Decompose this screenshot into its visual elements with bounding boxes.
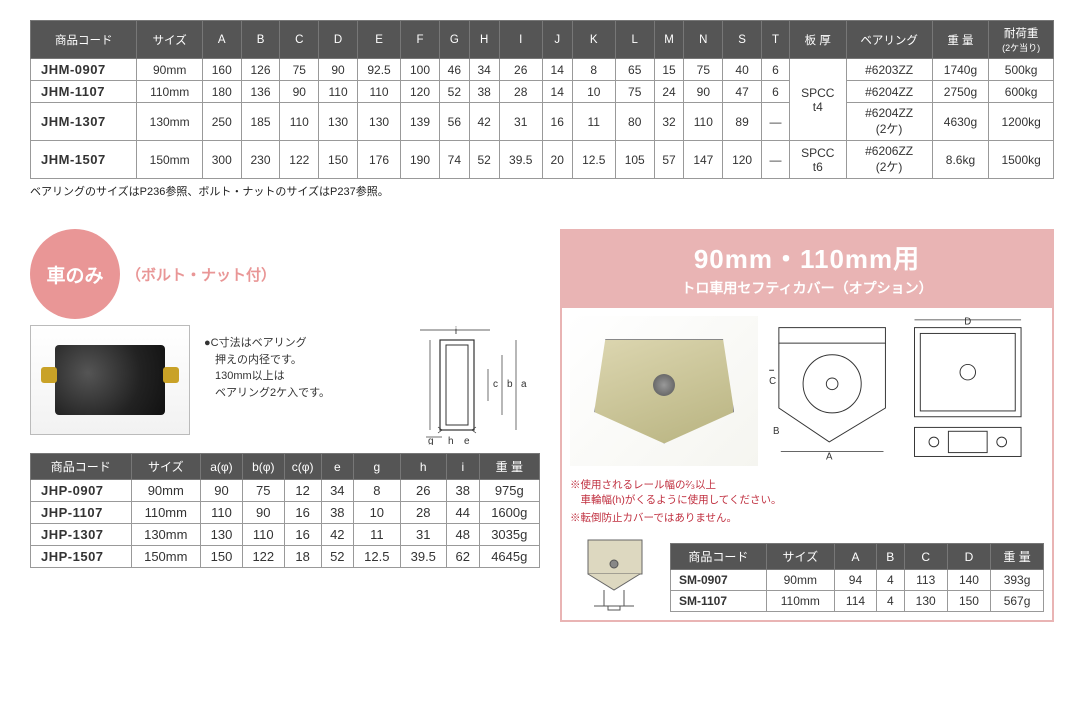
table-row: JHP-1307130mm13011016421131483035g — [31, 524, 540, 546]
th-size: サイズ — [137, 21, 202, 59]
table-row: JHP-1507150mm150122185212.539.5624645g — [31, 546, 540, 568]
table-row: JHP-1107110mm1109016381028441600g — [31, 502, 540, 524]
th: C — [280, 21, 319, 59]
th: B — [241, 21, 280, 59]
th: I — [499, 21, 542, 59]
th: E — [357, 21, 400, 59]
svg-text:B: B — [773, 426, 779, 437]
th: A — [202, 21, 241, 59]
svg-text:C: C — [770, 376, 777, 387]
table-row: JHM-1507150mm300230122150176190745239.52… — [31, 141, 1054, 179]
spec-table-jhp: 商品コードサイズa(φ)b(φ)c(φ)eghi重 量 JHP-090790mm… — [30, 453, 540, 568]
th: L — [615, 21, 654, 59]
table-row: JHP-090790mm9075123482638975g — [31, 480, 540, 502]
th: J — [542, 21, 572, 59]
safety-cover-panel: 90mm・110mm用 トロ車用セフティカバー（オプション） C B A — [560, 229, 1054, 622]
th-code: 商品コード — [31, 21, 137, 59]
th: F — [401, 21, 440, 59]
th-load: 耐荷重 (2ケ当り) — [989, 21, 1054, 59]
svg-text:D: D — [965, 317, 972, 328]
th: D — [319, 21, 358, 59]
th-load-sub: (2ケ当り) — [1002, 43, 1040, 53]
svg-text:i: i — [455, 326, 457, 337]
th: H — [469, 21, 499, 59]
th-load-main: 耐荷重 — [1004, 28, 1039, 40]
safety-cover-photo — [570, 316, 758, 466]
wheel-dimension-diagram: i c b a g h e — [400, 325, 540, 445]
svg-text:b: b — [507, 379, 513, 390]
th: 重 量 — [932, 21, 989, 59]
panel-wheel-only: 車のみ （ボルト・ナット付） ●C寸法はベアリング 押えの内径です。 130mm… — [30, 229, 540, 622]
table-row: JHM-090790mm160126759092.510046342614865… — [31, 59, 1054, 81]
th: N — [684, 21, 723, 59]
svg-text:h: h — [448, 436, 454, 445]
th: S — [723, 21, 762, 59]
caution-note-1: ※使用されるレール幅の²⁄₃以上 車輪幅(h)がくるように使用してください。 — [570, 478, 1044, 507]
th: T — [761, 21, 789, 59]
th: G — [439, 21, 469, 59]
table1-footnote: ベアリングのサイズはP236参照、ボルト・ナットのサイズはP237参照。 — [30, 183, 1054, 199]
th: 板 厚 — [790, 21, 847, 59]
dimension-note: ●C寸法はベアリング 押えの内径です。 130mm以上は ベアリング2ケ入です。 — [204, 335, 386, 401]
wheel-only-badge: 車のみ — [30, 229, 120, 319]
wheel-photo — [30, 325, 190, 435]
caution-note-2: ※転倒防止カバーではありません。 — [570, 511, 1044, 526]
table-row: SM-090790mm944113140393g — [671, 570, 1044, 591]
th: ベアリング — [846, 21, 932, 59]
table-row: SM-1107110mm1144130150567g — [671, 591, 1044, 612]
svg-text:a: a — [521, 379, 527, 390]
safety-cover-subtitle: トロ車用セフティカバー（オプション） — [570, 278, 1044, 298]
svg-text:e: e — [464, 436, 470, 445]
svg-text:g: g — [428, 436, 434, 445]
table-row: JHM-1307130mm250185110130130139564231161… — [31, 103, 1054, 141]
th: K — [572, 21, 615, 59]
table-row: JHM-1107110mm180136901101101205238281410… — [31, 81, 1054, 103]
safety-cover-title: 90mm・110mm用 — [570, 239, 1044, 276]
safety-cover-diagram: C B A D — [766, 316, 1044, 474]
spec-table-sm: 商品コードサイズABCD重 量 SM-090790mm944113140393g… — [670, 543, 1044, 612]
svg-text:A: A — [826, 451, 833, 462]
mount-diagram — [570, 532, 660, 612]
spec-table-jhm: 商品コード サイズ A B C D E F G H I J K L M N S … — [30, 20, 1054, 179]
th: M — [654, 21, 684, 59]
svg-text:c: c — [493, 379, 498, 390]
badge-subtitle: （ボルト・ナット付） — [126, 264, 276, 285]
